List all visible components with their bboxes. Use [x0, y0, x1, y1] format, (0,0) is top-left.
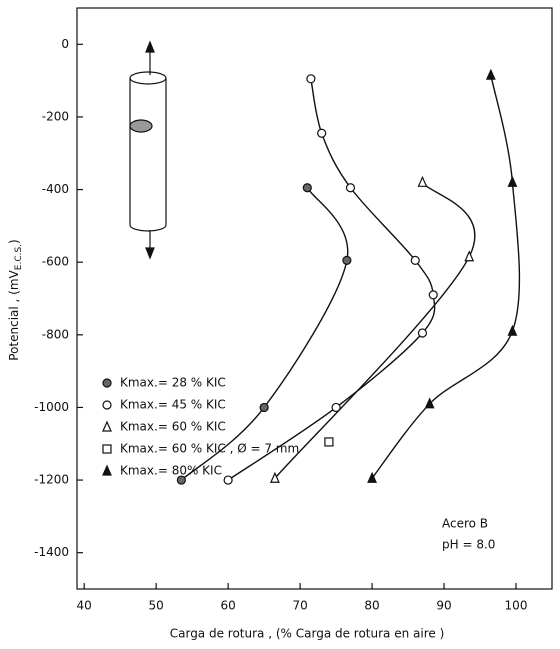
- x-tick-label: 80: [364, 599, 379, 613]
- curve: [274, 181, 476, 479]
- point: [324, 437, 334, 447]
- legend-label: Kmax.= 28 % KIC: [120, 376, 226, 390]
- point: [428, 290, 438, 300]
- point: [317, 128, 327, 138]
- legend-marker: [102, 464, 112, 476]
- point: [464, 250, 475, 262]
- point: [345, 183, 356, 193]
- plot-frame: [76, 7, 553, 590]
- annotation: Acero B: [442, 517, 488, 531]
- y-axis-label-main: Potencial , (mV: [7, 269, 21, 360]
- y-tick-label: 0: [61, 37, 69, 51]
- point: [302, 183, 312, 193]
- point: [176, 475, 186, 485]
- x-axis-label: Carga de rotura , (% Carga de rotura en …: [170, 627, 445, 641]
- annotation: pH = 8.0: [442, 538, 495, 552]
- x-tick-label: 90: [436, 599, 451, 613]
- legend-label: Kmax.= 45 % KIC: [120, 398, 226, 412]
- legend-label: Kmax.= 80% KIC: [120, 464, 222, 478]
- y-tick-label: -200: [42, 109, 69, 123]
- x-tick-label: 40: [77, 599, 92, 613]
- legend-marker: [102, 400, 112, 410]
- y-tick-label: -1200: [34, 473, 69, 487]
- point: [424, 397, 435, 409]
- x-tick-label: 50: [149, 599, 164, 613]
- point: [507, 324, 518, 336]
- specimen-icon: [129, 40, 167, 260]
- y-tick-label: -1400: [34, 545, 69, 559]
- curve: [371, 75, 521, 479]
- curve: [180, 187, 349, 481]
- legend-marker: [102, 420, 112, 432]
- point: [507, 175, 518, 187]
- y-tick-label: -600: [42, 255, 69, 269]
- curve: [227, 78, 436, 481]
- y-tick-label: -400: [42, 182, 69, 196]
- point: [259, 402, 269, 413]
- point: [485, 68, 496, 80]
- legend-marker: [102, 378, 112, 388]
- x-tick-label: 70: [292, 599, 307, 613]
- legend-label: Kmax.= 60 % KIC: [120, 420, 226, 434]
- point: [331, 402, 341, 413]
- y-axis-label: Potencial , (mVE.C.S.): [7, 239, 24, 360]
- point: [306, 74, 316, 84]
- legend-label: Kmax.= 60 % KIC , Ø = 7 mm: [120, 442, 299, 456]
- point: [417, 175, 428, 187]
- y-axis-label-end: ): [7, 239, 21, 244]
- y-axis-label-sub: E.C.S.: [14, 244, 24, 270]
- point: [417, 328, 428, 338]
- point: [269, 471, 280, 483]
- point: [223, 475, 233, 485]
- legend-marker: [102, 444, 112, 454]
- x-tick-label: 60: [220, 599, 235, 613]
- y-tick-label: -1000: [34, 400, 69, 414]
- point: [410, 255, 420, 265]
- point: [367, 471, 377, 483]
- x-tick-label: 100: [505, 599, 528, 613]
- y-tick-label: -800: [42, 327, 69, 341]
- point: [342, 255, 352, 265]
